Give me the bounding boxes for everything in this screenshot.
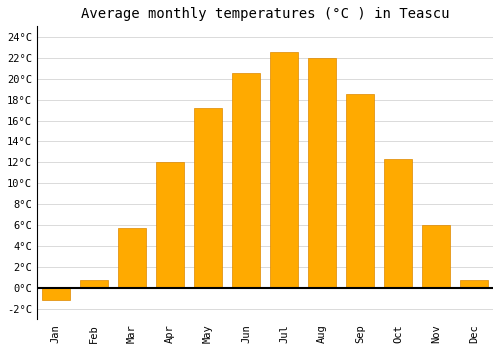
Bar (270, 52, 298, 288)
Bar (460, 280, 488, 288)
Bar (384, 159, 412, 288)
Bar (308, 58, 336, 288)
Bar (346, 94, 374, 288)
Bar (42, 288, 70, 300)
Bar (232, 74, 260, 288)
Bar (194, 108, 222, 288)
Bar (422, 225, 450, 288)
Bar (118, 228, 146, 288)
Bar (156, 162, 184, 288)
Title: Average monthly temperatures (°C ) in Teascu: Average monthly temperatures (°C ) in Te… (80, 7, 449, 21)
Bar (80, 280, 108, 288)
